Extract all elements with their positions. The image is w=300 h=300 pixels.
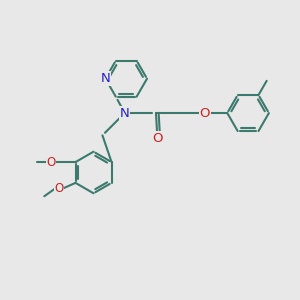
- Text: N: N: [100, 72, 110, 85]
- Text: O: O: [46, 156, 56, 169]
- Text: O: O: [200, 106, 210, 119]
- Text: O: O: [55, 182, 64, 195]
- Text: N: N: [120, 106, 130, 119]
- Text: O: O: [152, 132, 163, 145]
